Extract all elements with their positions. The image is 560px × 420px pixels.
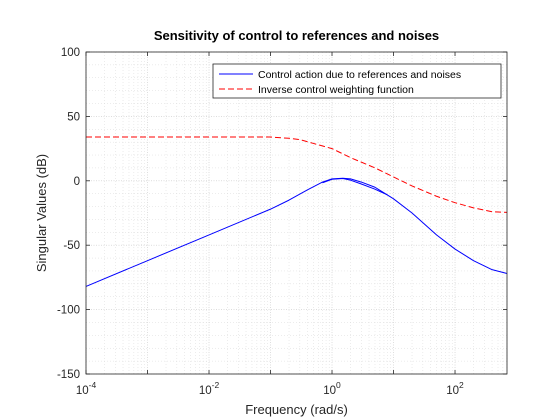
y-axis-title: Singular Values (dB)	[34, 154, 49, 272]
y-tick-label: -100	[57, 305, 80, 317]
y-tick-label: 0	[74, 176, 80, 188]
y-tick-label: 100	[61, 47, 80, 59]
x-tick-label: 10-4	[76, 380, 97, 397]
x-tick-label: 10-2	[199, 380, 220, 397]
x-axis-title: Frequency (rad/s)	[245, 402, 348, 417]
legend-entry-inverse-weighting: Inverse control weighting function	[258, 84, 414, 96]
y-tick-label: 50	[67, 111, 80, 123]
legend: Control action due to references and noi…	[212, 63, 502, 99]
series-line-0	[85, 177, 508, 287]
series-line-2	[86, 136, 508, 213]
legend-box	[212, 63, 502, 99]
plot-frame	[85, 51, 508, 375]
x-tick-label: 102	[446, 380, 464, 397]
y-tick-label: -150	[57, 369, 80, 381]
series-line-1	[322, 177, 388, 196]
legend-entry-control-action: Control action due to references and noi…	[258, 69, 461, 81]
x-tick-label: 100	[323, 380, 341, 397]
y-tick-label: -50	[63, 240, 80, 252]
series-layer	[85, 136, 508, 287]
chart-title: Sensitivity of control to references and…	[154, 28, 439, 43]
plot-area	[86, 52, 507, 374]
